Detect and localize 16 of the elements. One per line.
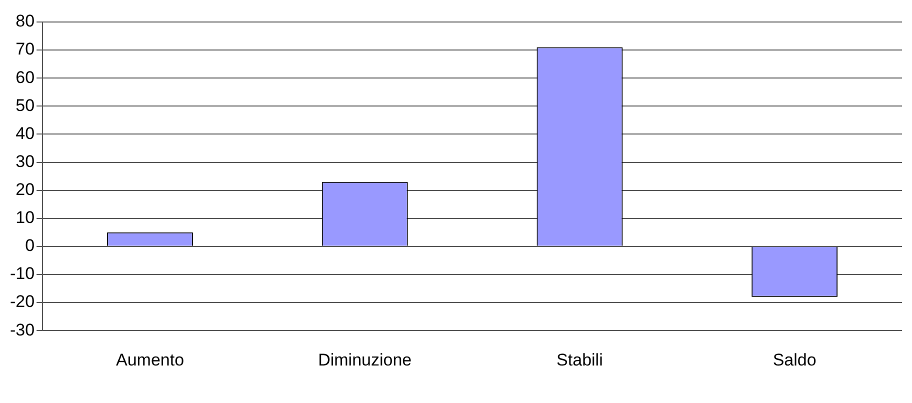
x-tick-label: Stabili	[556, 350, 603, 370]
y-tick-label: 50	[16, 96, 35, 115]
x-tick-label: Aumento	[116, 350, 184, 370]
y-tick-label: 40	[16, 124, 35, 143]
y-tick-label: 80	[16, 12, 35, 31]
y-tick-label: 60	[16, 68, 35, 87]
y-tick-label: -20	[10, 292, 35, 312]
x-tick-label: Saldo	[772, 350, 816, 370]
y-tick-label: -10	[10, 264, 35, 284]
y-tick-label: 0	[25, 236, 35, 256]
y-tick-label: 70	[16, 40, 35, 59]
y-tick-label: -30	[10, 320, 35, 340]
x-tick-label: Diminuzione	[318, 350, 412, 370]
y-tick-label: 30	[16, 152, 35, 171]
y-tick-label: 20	[16, 180, 35, 200]
y-tick-label: 10	[16, 208, 35, 228]
